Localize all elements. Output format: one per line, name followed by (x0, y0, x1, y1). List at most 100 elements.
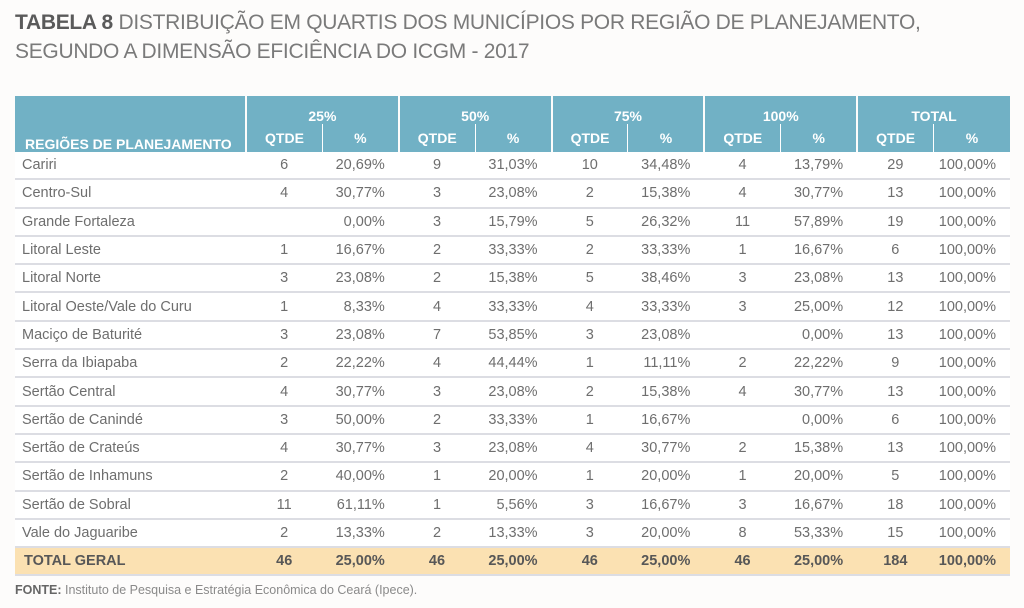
table-row: Grande Fortaleza 0,00% 3 15,79% 5 26,32% 11 57,… (15, 207, 1010, 237)
qtde-cell: 4 (704, 377, 781, 407)
qtde-cell: 11 (704, 207, 781, 237)
qtde-cell: 184 (857, 547, 934, 577)
percent-cell: 100,00% (933, 547, 1010, 577)
region-cell: Cariri (15, 152, 247, 181)
qtde-cell: 3 (246, 320, 323, 351)
percent-header: % (933, 124, 1010, 152)
qtde-cell (704, 320, 781, 351)
percent-cell: 15,38% (627, 377, 705, 407)
qtde-cell: 2 (398, 235, 476, 266)
percent-cell: 33,33% (475, 235, 552, 266)
percent-header: % (475, 124, 553, 152)
percent-cell: 100,00% (933, 518, 1010, 549)
qtde-header: QTDE (246, 124, 323, 152)
percent-cell: 16,67% (322, 235, 399, 266)
percent-cell: 100,00% (933, 264, 1010, 294)
percent-cell: 38,46% (627, 264, 705, 294)
qtde-cell: 13 (857, 433, 934, 464)
qtde-cell: 2 (398, 518, 476, 549)
percent-cell: 100,00% (933, 292, 1010, 322)
percent-cell: 16,67% (627, 405, 705, 435)
percent-cell: 22,22% (322, 349, 399, 379)
percent-cell: 61,11% (322, 490, 399, 520)
qtde-cell: 15 (857, 518, 934, 549)
qtde-header: QTDE (398, 124, 476, 152)
qtde-cell: 4 (551, 433, 628, 464)
qtde-cell: 9 (857, 349, 934, 379)
qtde-cell: 46 (398, 547, 476, 577)
table-row: Litoral Oeste/Vale do Curu 1 8,33% 4 33,33% 4… (15, 292, 1010, 322)
qtde-header: QTDE (551, 124, 629, 152)
group-header-total: TOTAL (857, 96, 1010, 124)
table-row: Sertão de Inhamuns 2 40,00% 1 20,00% 1 20,00% 1… (15, 462, 1010, 492)
group-header-75: 75% (551, 96, 706, 124)
qtde-cell: 2 (551, 235, 628, 266)
qtde-cell: 10 (551, 152, 628, 181)
qtde-cell: 3 (551, 490, 628, 520)
qtde-cell: 4 (246, 377, 323, 407)
qtde-cell: 3 (398, 207, 476, 237)
qtde-cell: 13 (857, 377, 934, 407)
table-row: Centro-Sul 4 30,77% 3 23,08% 2 15,38% 4 30,77% 13… (15, 179, 1010, 209)
percent-cell: 23,08% (780, 264, 858, 294)
percent-cell: 16,67% (780, 235, 858, 266)
qtde-cell: 3 (704, 264, 781, 294)
qtde-cell: 5 (551, 264, 628, 294)
percent-cell: 8,33% (322, 292, 399, 322)
percent-cell: 44,44% (475, 349, 552, 379)
qtde-cell (246, 207, 323, 237)
percent-cell: 30,77% (322, 433, 399, 464)
percent-header: % (322, 124, 400, 152)
qtde-cell: 3 (704, 292, 781, 322)
percent-cell: 11,11% (627, 349, 705, 379)
qtde-cell: 5 (857, 462, 934, 492)
percent-cell: 20,00% (627, 518, 705, 549)
percent-cell: 100,00% (933, 207, 1010, 237)
qtde-cell: 1 (551, 349, 628, 379)
qtde-cell: 6 (857, 235, 934, 266)
qtde-cell: 4 (398, 349, 476, 379)
source-label: FONTE: (15, 583, 62, 597)
qtde-cell: 1 (246, 235, 323, 266)
qtde-cell: 29 (857, 152, 934, 181)
qtde-cell: 1 (551, 462, 628, 492)
percent-cell: 33,33% (475, 405, 552, 435)
percent-cell: 40,00% (322, 462, 399, 492)
qtde-cell: 8 (704, 518, 781, 549)
percent-cell: 100,00% (933, 377, 1010, 407)
qtde-cell: 3 (398, 179, 476, 209)
qtde-cell: 46 (551, 547, 628, 577)
qtde-cell: 1 (398, 462, 476, 492)
total-row: TOTAL GERAL 46 25,00% 46 25,00% 46 25,00% 46 25,… (15, 547, 1010, 577)
qtde-cell: 1 (246, 292, 323, 322)
qtde-cell: 46 (704, 547, 781, 577)
qtde-cell: 1 (704, 235, 781, 266)
region-cell: Litoral Norte (15, 264, 247, 294)
region-cell: TOTAL GERAL (15, 547, 247, 577)
percent-cell: 0,00% (780, 405, 858, 435)
region-cell: Grande Fortaleza (15, 207, 247, 237)
percent-cell: 33,33% (475, 292, 552, 322)
region-cell: Sertão de Canindé (15, 405, 247, 435)
region-cell: Litoral Leste (15, 235, 247, 266)
group-header-25: 25% (246, 96, 400, 124)
table-number: TABELA 8 (15, 11, 113, 34)
qtde-cell: 2 (704, 433, 781, 464)
qtde-cell: 4 (398, 292, 476, 322)
qtde-cell: 3 (704, 490, 781, 520)
qtde-cell: 6 (857, 405, 934, 435)
percent-cell: 100,00% (933, 320, 1010, 351)
region-column-header: REGIÕES DE PLANEJAMENTO (15, 96, 248, 152)
percent-cell: 22,22% (780, 349, 858, 379)
percent-cell: 53,85% (475, 320, 552, 351)
percent-cell: 31,03% (475, 152, 552, 181)
qtde-cell: 46 (246, 547, 323, 577)
percent-cell: 15,79% (475, 207, 552, 237)
qtde-cell: 3 (398, 377, 476, 407)
table-body: Cariri 6 20,69% 9 31,03% 10 34,48% 4 13,79% 29 100… (15, 152, 1010, 577)
table-row: Sertão Central 4 30,77% 3 23,08% 2 15,38% 4 30,7… (15, 377, 1010, 407)
table-row: Vale do Jaguaribe 2 13,33% 2 13,33% 3 20,00% 8 5… (15, 518, 1010, 549)
percent-cell: 100,00% (933, 179, 1010, 209)
percent-cell: 23,08% (475, 377, 552, 407)
title-text-1: DISTRIBUIÇÃO EM QUARTIS DOS MUNICÍPIOS P… (112, 11, 921, 34)
